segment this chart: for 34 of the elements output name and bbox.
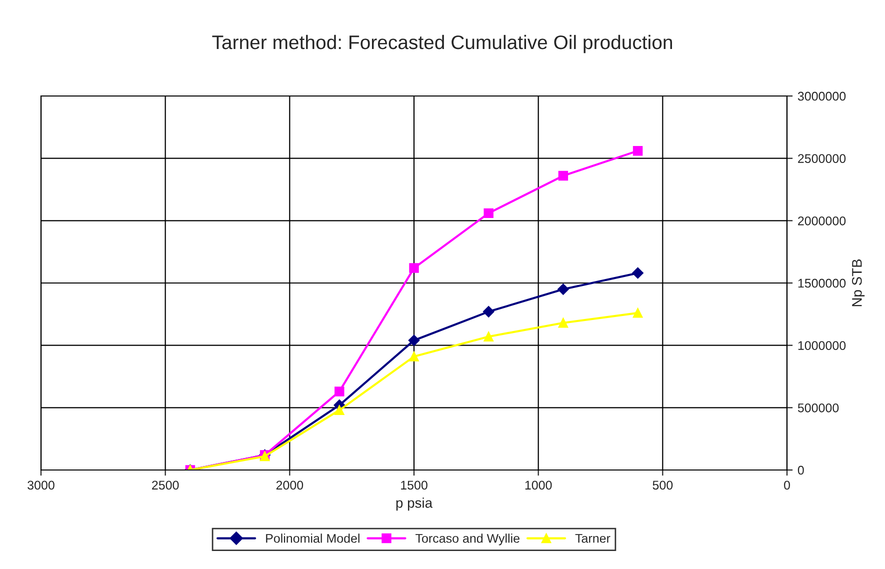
- point: [482, 306, 494, 318]
- point: [558, 284, 569, 295]
- legend-label: Tarner: [575, 534, 610, 543]
- x-tick-label: 3000: [28, 480, 54, 490]
- y-tick-label: 2000000: [798, 216, 846, 226]
- y-tick-label: 3000000: [798, 92, 846, 101]
- point: [558, 170, 568, 181]
- point: [632, 267, 644, 279]
- point: [409, 352, 419, 362]
- point: [409, 263, 419, 273]
- x-tick-label: 2500: [152, 480, 179, 490]
- x-tick-label: 500: [652, 480, 673, 490]
- point: [334, 405, 344, 416]
- legend-label: Torcaso and Wyllie: [416, 534, 520, 546]
- x-tick-label: 2000: [276, 480, 304, 490]
- legend-label: Polinomial Model: [266, 534, 360, 543]
- chart-title: Tarner method: Forecasted Cumulative Oil production: [212, 34, 672, 54]
- x-tick-label: 0: [784, 480, 790, 490]
- y-tick-label: 1500000: [798, 278, 846, 288]
- point: [484, 332, 494, 342]
- point: [558, 318, 568, 328]
- point: [632, 308, 643, 318]
- x-tick-label: 1500: [401, 480, 428, 490]
- y-tick-label: 500000: [798, 403, 839, 412]
- x-tick-label: 1000: [525, 480, 552, 490]
- y-tick-label: 0: [798, 466, 804, 475]
- y-tick-label: 2500000: [798, 154, 846, 163]
- point: [334, 386, 344, 396]
- point: [408, 334, 420, 346]
- point: [632, 146, 643, 156]
- point: [484, 208, 494, 218]
- y-axis-title: Np STB: [852, 259, 865, 306]
- x-axis-title: p psia: [396, 498, 433, 511]
- y-tick-label: 1000000: [798, 341, 846, 350]
